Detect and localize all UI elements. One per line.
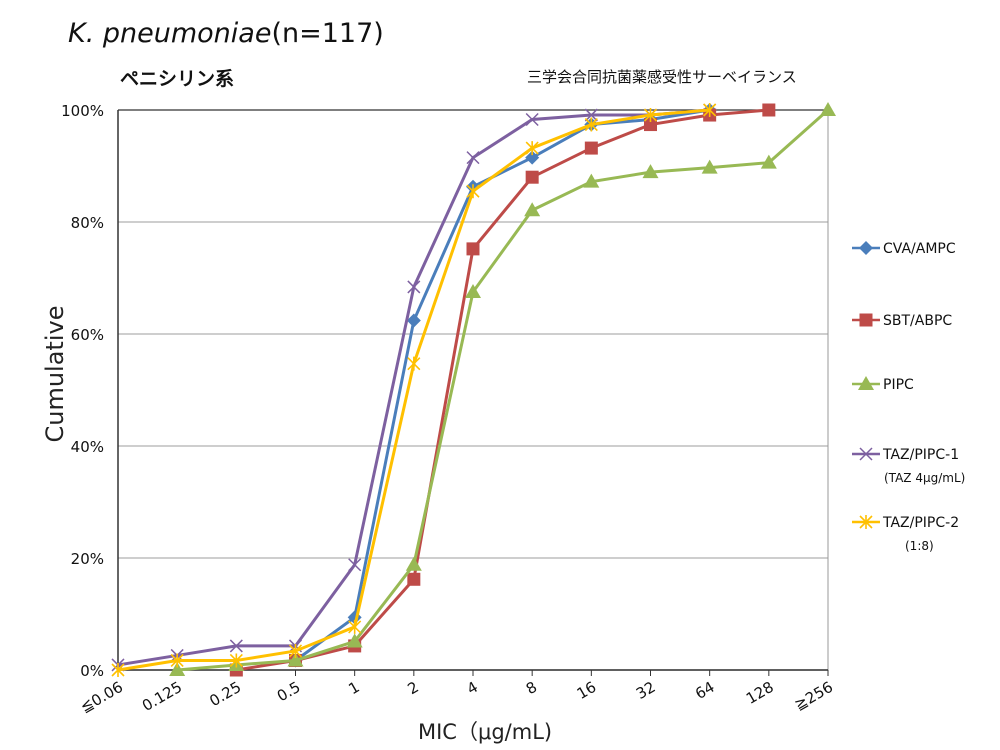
series-cva-ampc [288,103,717,668]
data-point [820,102,836,116]
legend-marker [859,515,873,529]
legend-label: CVA/AMPC [883,241,956,257]
legend-label: PIPC [883,377,914,393]
legend-label: TAZ/PIPC-1 [882,447,959,463]
x-tick-label: 0.125 [139,678,185,715]
data-point [524,202,541,217]
data-point [169,662,186,676]
legend-item: SBT/ABPC [852,313,952,329]
data-point [642,164,659,179]
y-tick-label: 0% [80,662,104,680]
data-point [406,313,421,328]
x-tick-label: 0.5 [274,678,304,706]
data-point [111,663,125,677]
chart-title: K. pneumoniae(n=117) [68,18,384,49]
data-point [287,652,304,667]
x-tick-label: 8 [523,678,540,698]
data-point [170,653,184,668]
x-tick-label: 4 [464,678,481,698]
x-tick-label: 1 [345,678,362,698]
data-point [644,118,657,132]
legend-marker [859,313,873,327]
legend-marker [859,241,873,255]
legend-item: TAZ/PIPC-1 (TAZ 4μg/mL) [852,447,965,485]
data-point [407,572,421,586]
chart-source: 三学会合同抗菌薬感受性サーベイランス [527,68,797,86]
legend-item: TAZ/PIPC-2 (1:8) [852,515,959,553]
x-tick-label: 16 [574,678,600,703]
data-point [405,556,422,571]
legend-label: TAZ/PIPC-2 [882,515,959,531]
data-point [229,639,243,653]
series-line [177,108,829,672]
data-point [348,619,362,634]
data-point [348,558,362,572]
x-tick-label: 2 [405,678,422,698]
data-point [762,103,776,117]
data-point [525,141,539,156]
series-line [117,108,710,672]
legend-marker [858,376,874,390]
series-taz-pipc-1 [111,103,717,672]
data-point [703,103,717,117]
data-point [760,154,777,169]
x-tick-label: 32 [633,678,659,703]
chart-subtitle: ペニシリン系 [120,68,235,90]
data-point [701,159,718,174]
data-point [288,643,303,658]
data-point [229,653,243,668]
legend-item: PIPC [852,376,914,393]
data-point [346,633,363,648]
x-tick-label: ≧256 [791,678,836,714]
x-tick-label: 0.25 [206,678,244,710]
data-point [643,108,658,123]
series-pipc [169,102,836,676]
y-tick-label: 80% [71,214,104,232]
data-point [465,284,481,298]
data-point [407,280,421,294]
data-point [584,108,598,122]
x-axis-label: MIC（μg/mL) [418,720,553,744]
x-tick-label: 64 [692,678,718,703]
data-point [525,112,539,127]
legend-sublabel: (TAZ 4μg/mL) [884,471,965,485]
legend-label: SBT/ABPC [883,313,952,329]
data-point [584,141,598,155]
data-point [466,184,480,199]
legend-sublabel: (1:8) [905,539,934,553]
x-tick-label: 128 [743,678,777,708]
legend-item: CVA/AMPC [852,241,956,257]
data-point [584,117,598,132]
y-tick-label: 40% [71,438,104,456]
data-point [525,170,539,184]
data-point [466,151,480,165]
title-organism: K. pneumoniae [68,18,272,49]
series-sbt-abpc [229,103,776,677]
data-point [525,150,540,165]
y-tick-label: 60% [71,326,104,344]
series-line [236,108,769,672]
series-line [294,108,710,662]
x-tick-label: ≦0.06 [77,678,126,717]
title-count: (n=117) [271,18,384,49]
series-taz-pipc-2 [111,103,717,677]
y-tick-label: 100% [61,102,104,120]
y-tick-label: 20% [71,550,104,568]
data-point [466,242,480,256]
legend-marker [859,447,873,461]
data-point [407,356,421,371]
data-point [583,173,600,188]
